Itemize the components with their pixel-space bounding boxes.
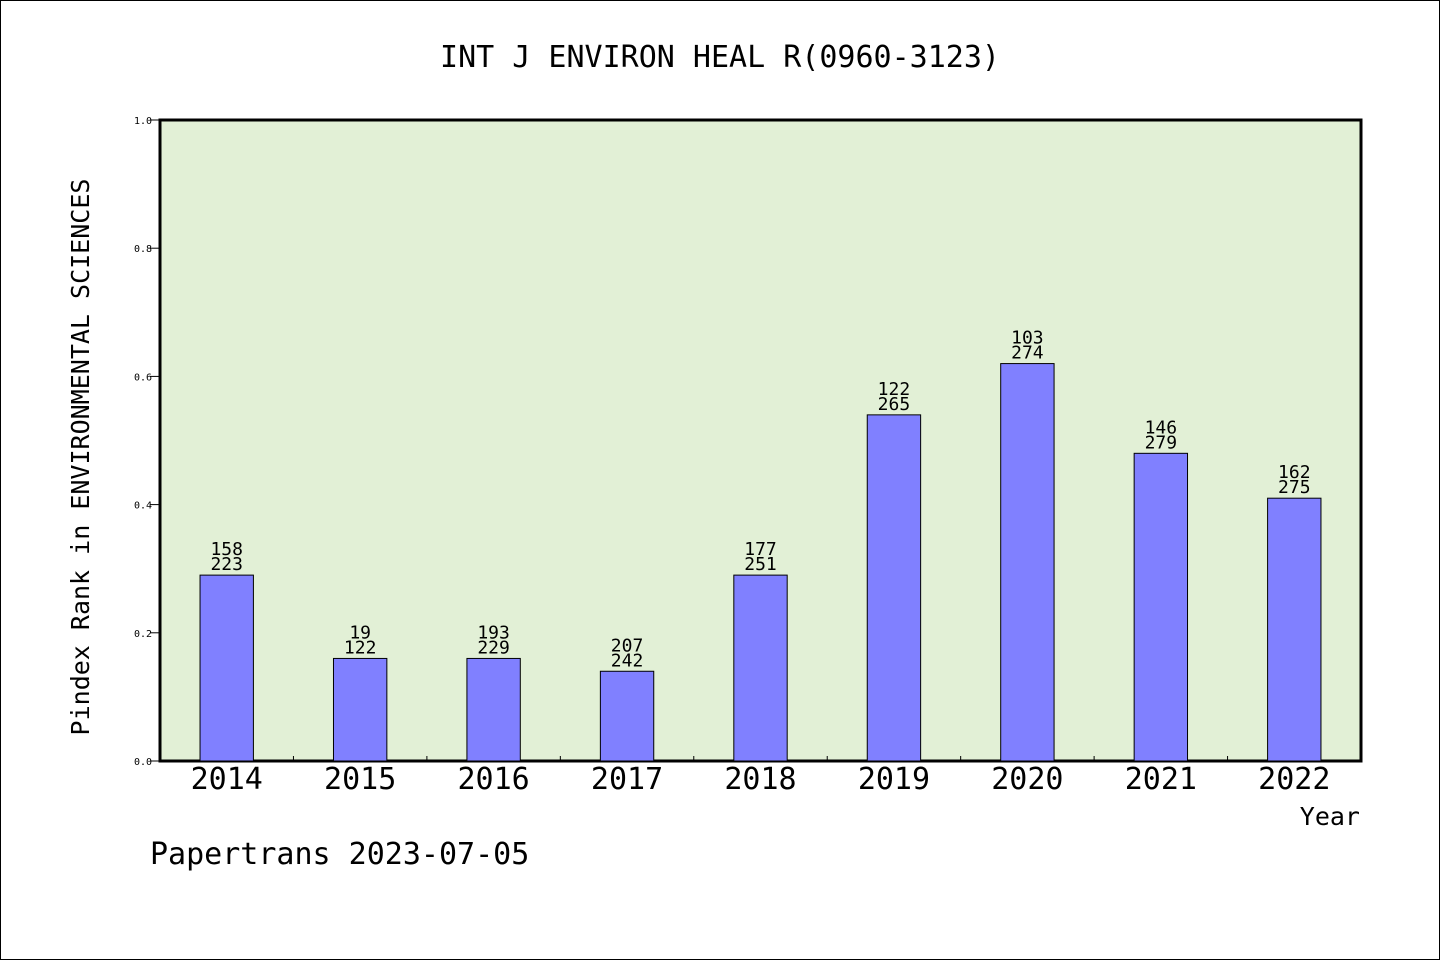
x-tick-label: 2018: [724, 762, 796, 797]
x-axis-title: Year: [1300, 802, 1360, 831]
bar-2019: [866, 414, 922, 762]
bar-total-label: 274: [1011, 343, 1044, 364]
y-tick-label: 0.6: [134, 372, 152, 383]
bar-rank-label: 193: [477, 622, 510, 643]
bar-total-label: 265: [878, 394, 911, 415]
bar-rank-label: 158: [210, 539, 243, 560]
x-tick-label: 2017: [591, 762, 663, 797]
bar-2016: [466, 657, 521, 762]
bar-rank-label: 146: [1145, 417, 1178, 438]
bar-total-label: 251: [744, 554, 777, 575]
bar-rank-label: 177: [744, 539, 777, 560]
x-axis-ticks: [292, 756, 1229, 761]
x-tick-label: 2019: [858, 762, 930, 797]
bar-total-label: 229: [477, 637, 510, 658]
chart-title: INT J ENVIRON HEAL R(0960-3123): [440, 40, 1000, 75]
x-tick-label: 2014: [191, 762, 263, 797]
bar-rank-label: 162: [1278, 462, 1311, 483]
x-tick-label: 2015: [324, 762, 396, 797]
y-axis-ticks: 0.0 0.2 0.4 0.6 0.8 1.0: [134, 116, 160, 768]
bar-total-label: 223: [210, 554, 243, 575]
x-tick-label: 2020: [991, 762, 1063, 797]
bar-2022: [1267, 497, 1322, 762]
bar-rank-label: 103: [1011, 328, 1044, 349]
bar-total-label: 279: [1145, 432, 1178, 453]
bar-2021: [1133, 452, 1189, 762]
x-axis-labels: 2014 2015 2016 2017 2018 2019 2020 2021 2022: [191, 762, 1331, 797]
y-tick-label: 0.4: [134, 501, 152, 512]
bar-2015: [332, 657, 388, 762]
bar-total-label: 275: [1278, 477, 1311, 498]
y-tick-label: 0.0: [134, 757, 152, 768]
x-tick-label: 2021: [1125, 762, 1197, 797]
bar-2017: [599, 670, 655, 762]
bar-total-label: 122: [344, 637, 377, 658]
bar-rank-label: 19: [349, 622, 371, 643]
bar-rank-label: 207: [611, 635, 644, 656]
y-tick-label: 1.0: [134, 116, 152, 127]
y-tick-label: 0.2: [134, 629, 152, 640]
x-tick-label: 2016: [457, 762, 529, 797]
bar-total-label: 242: [611, 650, 644, 671]
bar-2020: [1000, 363, 1055, 762]
bars: [199, 363, 1322, 762]
y-axis-title: Pindex Rank in ENVIRONMENTAL SCIENCES: [66, 179, 95, 736]
bar-2018: [733, 574, 788, 762]
x-tick-label: 2022: [1258, 762, 1330, 797]
bar-rank-label: 122: [878, 379, 911, 400]
footer-credit: Papertrans 2023-07-05: [150, 837, 529, 872]
bar-2014: [199, 574, 254, 762]
y-tick-label: 0.8: [134, 244, 152, 255]
